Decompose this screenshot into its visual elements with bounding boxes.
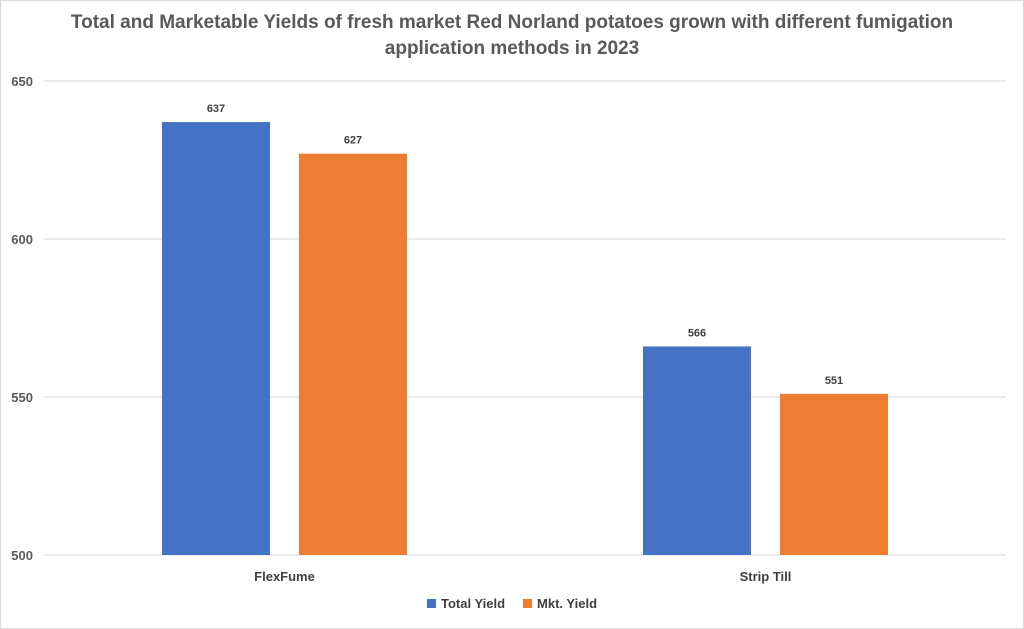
y-tick-label-550: 550 (11, 390, 33, 405)
x-tick-label-strip-till: Strip Till (740, 569, 792, 584)
bar-total-yield-flexfume (162, 122, 270, 555)
data-label-total-yield-flexfume: 637 (207, 103, 225, 115)
data-label-mkt-yield-flexfume: 627 (344, 135, 362, 147)
legend-swatch-mkt-yield (523, 599, 533, 608)
bar-mkt-yield-flexfume (299, 153, 407, 555)
legend-label-mkt-yield: Mkt. Yield (537, 596, 598, 611)
legend-swatch-total-yield (426, 599, 436, 608)
y-tick-label-500: 500 (11, 548, 33, 563)
data-label-mkt-yield-strip-till: 551 (825, 375, 843, 387)
legend-item-mkt-yield: Mkt. Yield (523, 596, 597, 611)
data-label-total-yield-strip-till: 566 (688, 327, 706, 339)
legend-label-total-yield: Total Yield (440, 596, 506, 611)
legend: Total Yield Mkt. Yield (0, 596, 1024, 611)
x-tick-label-flexfume: FlexFume (254, 569, 315, 584)
y-tick-label-600: 600 (11, 232, 33, 247)
bar-total-yield-strip-till (643, 346, 751, 555)
bar-mkt-yield-strip-till (780, 393, 888, 555)
chart-title: Total and Marketable Yields of fresh mar… (70, 12, 954, 59)
y-tick-label-650: 650 (11, 74, 33, 89)
legend-item-total-yield: Total Yield (426, 596, 506, 611)
